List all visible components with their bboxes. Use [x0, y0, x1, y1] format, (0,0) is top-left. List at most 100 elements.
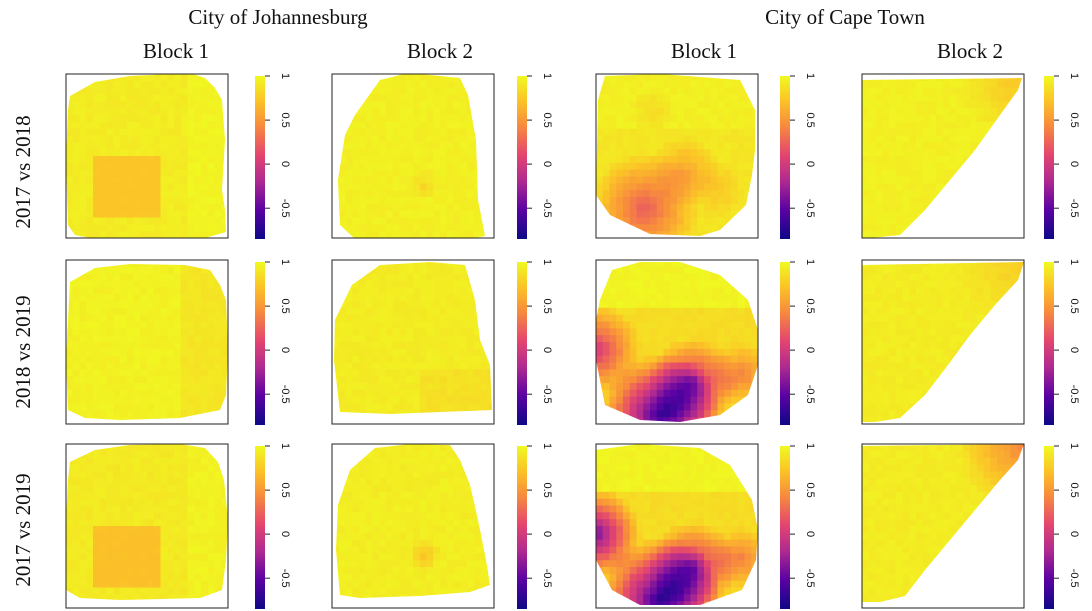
heatmap-cell	[737, 115, 746, 123]
heatmap-cell	[677, 149, 685, 157]
heatmap-cell	[72, 197, 81, 205]
heatmap-cell	[690, 328, 698, 336]
heatmap-cell	[433, 142, 441, 150]
heatmap-cell	[352, 417, 359, 424]
heatmap-cell	[86, 567, 94, 575]
heatmap-cell	[365, 389, 374, 398]
heatmap-cell	[596, 355, 604, 364]
heatmap-cell	[909, 149, 917, 157]
heatmap-cell	[93, 396, 101, 405]
heatmap-cell	[936, 287, 944, 295]
heatmap-cell	[623, 162, 631, 171]
heatmap-cell	[697, 128, 705, 137]
heatmap-cell	[160, 485, 168, 493]
heatmap-cell	[180, 348, 189, 357]
heatmap-cell	[650, 410, 658, 418]
heatmap-cell	[399, 383, 407, 391]
heatmap-cell	[406, 314, 414, 323]
heatmap-cell	[882, 355, 890, 364]
heatmap-cell	[902, 149, 910, 157]
heatmap-cell	[460, 74, 468, 82]
heatmap-cell	[596, 169, 604, 178]
heatmap-cell	[650, 210, 658, 219]
heatmap-cell	[133, 108, 141, 116]
heatmap-cell	[433, 355, 441, 364]
heatmap-cell	[616, 74, 624, 82]
heatmap-cell	[1017, 78, 1022, 82]
heatmap-cell	[868, 142, 877, 150]
heatmap-cell	[99, 417, 108, 420]
heatmap-cell	[677, 108, 685, 116]
heatmap-cell	[895, 335, 904, 343]
heatmap-cell	[929, 217, 937, 225]
heatmap-cell	[744, 149, 752, 157]
heatmap-cell	[413, 376, 421, 384]
heatmap-cell	[180, 135, 189, 143]
heatmap-cell	[744, 403, 752, 411]
heatmap-cell	[956, 149, 964, 157]
heatmap-cell	[650, 74, 658, 82]
heatmap-cell	[133, 190, 141, 198]
heatmap-cell	[66, 383, 74, 391]
heatmap-cell	[174, 162, 182, 171]
heatmap-cell	[677, 376, 685, 384]
heatmap-cell	[895, 115, 904, 123]
heatmap-cell	[126, 450, 135, 459]
heatmap-cell	[126, 203, 135, 212]
heatmap-cell	[670, 355, 678, 364]
heatmap-cell	[140, 369, 148, 377]
heatmap-cell	[160, 532, 168, 541]
heatmap-cell	[187, 169, 195, 178]
heatmap-cell	[133, 512, 141, 520]
heatmap-cell	[460, 135, 468, 143]
heatmap-cell	[1003, 314, 1012, 323]
heatmap-cell	[379, 203, 387, 212]
heatmap-cell	[207, 197, 216, 205]
heatmap-cell	[650, 217, 658, 225]
heatmap-cell	[862, 78, 870, 82]
heatmap-cell	[909, 142, 917, 150]
heatmap-cell	[683, 417, 692, 422]
heatmap-cell	[180, 376, 189, 384]
heatmap-cell	[338, 231, 347, 239]
heatmap-cell	[440, 335, 448, 343]
heatmap-cell	[392, 369, 401, 377]
heatmap-cell	[616, 307, 624, 316]
heatmap-cell	[214, 128, 222, 137]
heatmap-cell	[895, 169, 904, 178]
heatmap-cell	[997, 121, 1005, 130]
heatmap-cell	[1010, 203, 1018, 212]
heatmap-cell	[413, 197, 421, 205]
heatmap-cell	[86, 87, 94, 96]
heatmap-cell	[467, 321, 475, 329]
heatmap-cell	[221, 217, 226, 225]
heatmap-cell	[670, 190, 678, 198]
heatmap-cell	[153, 526, 162, 534]
heatmap-cell	[113, 580, 121, 589]
heatmap-cell	[916, 231, 924, 238]
heatmap-cell	[221, 410, 228, 418]
heatmap-cell	[704, 342, 712, 350]
heatmap-cell	[997, 287, 1005, 295]
heatmap-cell	[133, 183, 141, 191]
heatmap-cell	[704, 314, 712, 323]
heatmap-cell	[106, 231, 114, 238]
heatmap-cell	[737, 210, 746, 219]
heatmap-cell	[744, 273, 752, 282]
heatmap-cell	[677, 410, 685, 418]
heatmap-cell	[724, 94, 732, 102]
heatmap-cell	[106, 210, 114, 219]
heatmap-cell	[868, 376, 877, 384]
heatmap-cell	[895, 280, 904, 288]
heatmap-cell	[180, 128, 189, 137]
heatmap-cell	[120, 183, 128, 191]
heatmap-cell	[650, 307, 658, 316]
heatmap-cell	[446, 162, 455, 171]
heatmap-cell	[487, 314, 492, 323]
heatmap-cell	[963, 176, 971, 184]
heatmap-cell	[133, 485, 141, 493]
heatmap-cell	[419, 342, 428, 350]
heatmap-cell	[167, 135, 175, 143]
heatmap-cell	[922, 314, 931, 323]
heatmap-cell	[656, 335, 665, 343]
